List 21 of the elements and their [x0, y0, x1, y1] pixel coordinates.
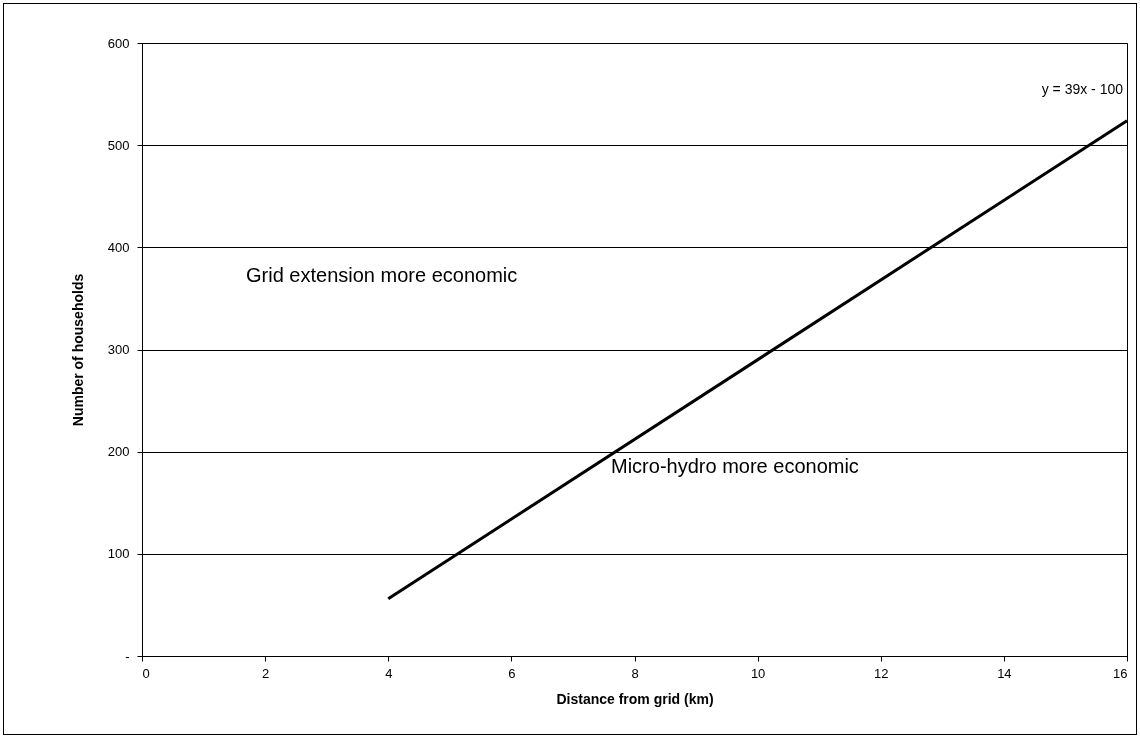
y-tick-label: 600 — [107, 35, 130, 51]
x-axis-title: Distance from grid (km) — [556, 690, 714, 707]
annotation: Grid extension more economic — [246, 264, 518, 286]
x-tick-label: 0 — [142, 665, 150, 681]
y-tick-label: 500 — [107, 137, 130, 153]
x-tick-label: 6 — [508, 665, 516, 681]
y-tick-label: 200 — [107, 444, 130, 460]
x-tick-label: 8 — [631, 665, 639, 681]
y-tick-label: 400 — [107, 239, 130, 255]
x-tick-label: 12 — [874, 665, 889, 681]
y-axis-title: Number of households — [69, 273, 86, 427]
annotation: y = 39x - 100 — [1041, 80, 1124, 97]
x-tick-label: 10 — [750, 665, 766, 681]
y-tick-label: 300 — [107, 342, 130, 357]
y-tick-label: 100 — [107, 546, 130, 562]
annotation: Micro-hydro more economic — [611, 455, 859, 477]
x-tick-label: 14 — [997, 665, 1012, 681]
x-tick-label: 4 — [385, 665, 393, 681]
y-tick-label: - — [125, 648, 130, 664]
x-tick-label: 16 — [1113, 665, 1128, 681]
x-tick-label: 2 — [262, 665, 270, 681]
